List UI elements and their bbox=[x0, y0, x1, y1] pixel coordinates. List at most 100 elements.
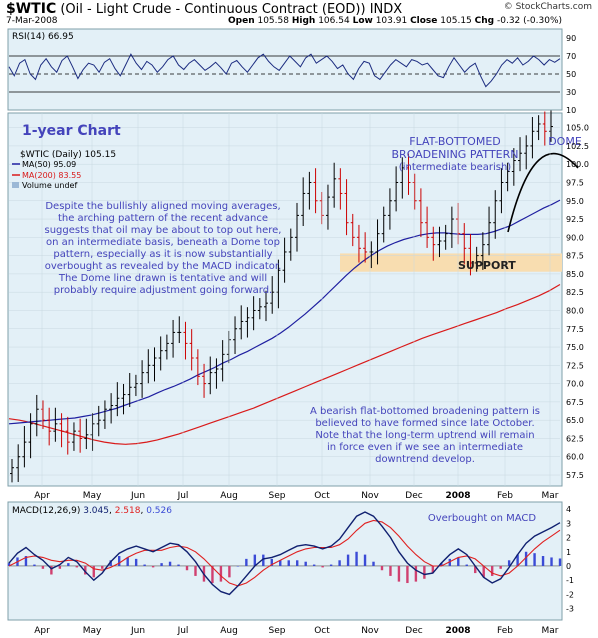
chart-date: 7-Mar-2008 bbox=[6, 16, 58, 26]
price-xtick-label: Mar bbox=[542, 491, 559, 501]
macd-tick-label: 3 bbox=[566, 519, 571, 528]
macd-xtick-label: Jun bbox=[130, 626, 145, 636]
macd-histogram-bar bbox=[134, 558, 138, 566]
price-xtick-label: Jun bbox=[130, 491, 145, 501]
macd-histogram-bar bbox=[372, 561, 375, 566]
macd-histogram-bar bbox=[219, 565, 223, 582]
rsi-legend: RSI(14) 66.95 bbox=[12, 32, 74, 42]
macd-xtick-label: Sep bbox=[269, 626, 286, 636]
macd-tick-label: -2 bbox=[566, 590, 574, 599]
price-tick-label: 67.5 bbox=[566, 398, 584, 407]
price-tick-label: 65.0 bbox=[566, 416, 584, 425]
price-tick-label: 97.5 bbox=[566, 178, 584, 187]
price-tick-label: 80.0 bbox=[566, 306, 584, 315]
macd-histogram-bar bbox=[329, 564, 333, 566]
macd-histogram-bar bbox=[177, 564, 180, 566]
price-tick-label: 102.5 bbox=[566, 142, 589, 151]
macd-histogram-bar bbox=[126, 557, 129, 566]
macd-tick-label: -1 bbox=[566, 576, 574, 585]
macd-tick-label: 4 bbox=[566, 505, 571, 514]
price-tick-label: 95.0 bbox=[566, 197, 584, 206]
macd-histogram-bar bbox=[533, 553, 536, 566]
macd-xtick-label: Oct bbox=[314, 626, 330, 636]
macd-histogram-bar bbox=[287, 560, 290, 566]
macd-histogram-bar bbox=[84, 565, 87, 575]
price-tick-label: 72.5 bbox=[566, 361, 584, 370]
title-rest: (Oil - Light Crude - Continuous Contract… bbox=[60, 2, 366, 17]
chart-label: 1-year Chart bbox=[22, 123, 121, 139]
macd-histogram-bar bbox=[58, 565, 62, 569]
macd-histogram-bar bbox=[151, 565, 155, 568]
low-value: 103.91 bbox=[375, 16, 408, 26]
rsi-tick-label: 30 bbox=[566, 88, 576, 97]
macd-histogram-bar bbox=[389, 565, 392, 576]
symbol: $WTIC bbox=[6, 1, 57, 17]
price-tick-label: 77.5 bbox=[566, 325, 584, 334]
annotation-flat-bottomed-1: FLAT-BOTTOMED bbox=[409, 135, 501, 148]
macd-histogram-bar bbox=[270, 558, 273, 566]
ma200-line bbox=[8, 283, 561, 445]
price-xtick-label: Jul bbox=[177, 491, 189, 501]
annotation-flat-bottomed-3: (intermediate bearish) bbox=[399, 162, 511, 173]
macd-histogram-bar bbox=[143, 564, 146, 566]
macd-xtick-label: 2008 bbox=[445, 626, 470, 636]
macd-histogram-bar bbox=[253, 554, 257, 566]
macd-note: Overbought on MACD bbox=[428, 513, 537, 524]
price-legend: $WTIC (Daily) 105.15 MA(50) 95.09 MA(200… bbox=[12, 150, 116, 190]
left-text-line: Despite the bullishly aligned moving ave… bbox=[45, 201, 280, 212]
annotation-flat-bottomed-2: BROADENING PATTERN bbox=[392, 148, 519, 161]
macd-histogram-bar bbox=[7, 563, 11, 566]
price-tick-label: 100.0 bbox=[566, 160, 589, 169]
rsi-tick-label: 50 bbox=[566, 70, 576, 79]
watermark: © StockCharts.com bbox=[503, 2, 592, 12]
macd-histogram-bar bbox=[355, 551, 358, 566]
macd-xtick-label: May bbox=[83, 626, 102, 636]
macd-histogram-bar bbox=[440, 563, 443, 566]
price-xtick-label: Aug bbox=[220, 491, 238, 501]
macd-xtick-label: Nov bbox=[361, 626, 379, 636]
macd-histogram-bar bbox=[465, 564, 468, 566]
price-xtick-label: Oct bbox=[314, 491, 330, 501]
macd-histogram-bar bbox=[448, 558, 451, 566]
macd-panel bbox=[7, 501, 563, 621]
macd-xtick-label: Feb bbox=[497, 626, 513, 636]
macd-histogram-bar bbox=[262, 554, 265, 566]
macd-histogram-bar bbox=[406, 565, 409, 584]
price-tick-label: 70.0 bbox=[566, 380, 584, 389]
macd-histogram-bar bbox=[194, 565, 197, 576]
macd-histogram-bar bbox=[507, 560, 511, 566]
macd-histogram-bar bbox=[490, 565, 494, 576]
price-tick-label: 85.0 bbox=[566, 270, 584, 279]
left-text-line: on an intermediate basis, beneath a Dome… bbox=[46, 237, 280, 248]
macd-histogram-bar bbox=[296, 560, 299, 566]
macd-histogram-bar bbox=[160, 563, 163, 566]
macd-histogram-bar bbox=[109, 560, 112, 566]
macd-histogram-bar bbox=[321, 565, 324, 568]
macd-histogram-bar bbox=[423, 565, 426, 579]
macd-tick-label: 1 bbox=[566, 548, 571, 557]
axes-layer: 103050709057.560.062.565.067.570.072.575… bbox=[34, 34, 589, 636]
price-xtick-label: Apr bbox=[34, 491, 50, 501]
macd-histogram-bar bbox=[516, 554, 519, 566]
macd-histogram-bar bbox=[541, 556, 545, 566]
price-tick-label: 60.0 bbox=[566, 453, 584, 462]
macd-tick-label: -3 bbox=[566, 605, 574, 614]
left-text-line: the arching pattern of the recent advanc… bbox=[58, 213, 268, 224]
change-value: -0.32 (-0.30%) bbox=[497, 16, 563, 26]
ma50-line bbox=[8, 199, 561, 425]
price-panel bbox=[7, 112, 563, 487]
annotation-dome: DOME bbox=[548, 135, 582, 148]
macd-histogram-bar bbox=[363, 554, 367, 566]
macd-histogram-bar bbox=[457, 557, 460, 566]
price-tick-label: 57.5 bbox=[566, 471, 584, 480]
rsi-line bbox=[8, 53, 561, 88]
price-xtick-label: Dec bbox=[405, 491, 422, 501]
legend-ma200: MA(200) 83.55 bbox=[22, 171, 81, 180]
price-xtick-label: Nov bbox=[361, 491, 379, 501]
rsi-tick-label: 70 bbox=[566, 52, 576, 61]
ohlc-readout: Open 105.58 High 106.54 Low 103.91 Close… bbox=[228, 16, 563, 26]
macd-histogram-bar bbox=[380, 565, 384, 571]
macd-xtick-label: Apr bbox=[34, 626, 50, 636]
